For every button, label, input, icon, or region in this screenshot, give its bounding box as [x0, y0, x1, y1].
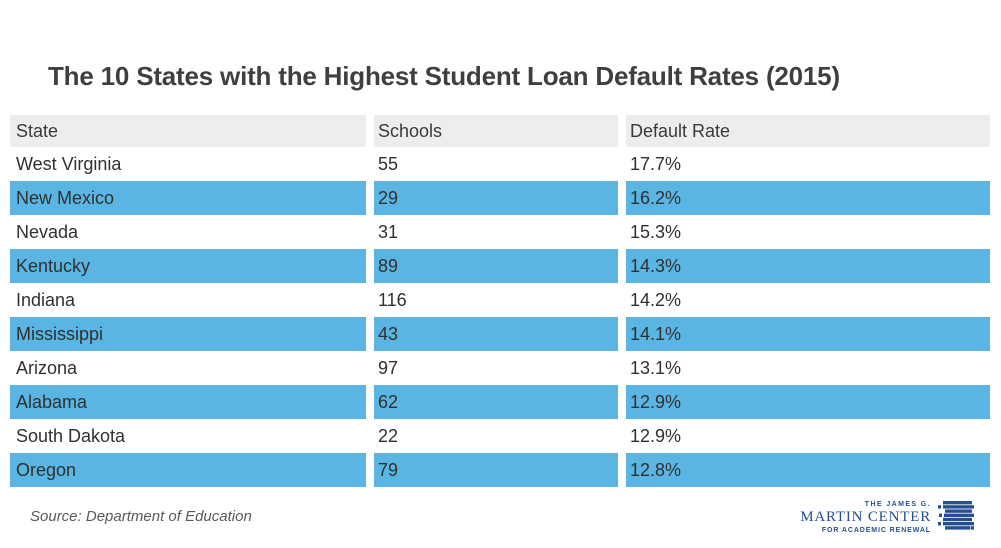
cell-state: New Mexico [16, 187, 115, 208]
cell-schools: 79 [366, 453, 622, 487]
table-row: Alabama 62 12.9% [10, 385, 990, 419]
cell-schools: 55 [366, 147, 622, 181]
cell-rate: 16.2% [618, 181, 990, 215]
cell-schools: 22 [366, 419, 622, 453]
table-row: New Mexico 29 16.2% [10, 181, 990, 215]
cell-state: West Virginia [16, 153, 122, 174]
martin-center-logo: THE JAMES G. MARTIN CENTER FOR ACADEMIC … [800, 501, 974, 534]
table-row: West Virginia 55 17.7% [10, 147, 990, 181]
cell-rate: 15.3% [618, 215, 990, 249]
table-row: Kentucky 89 14.3% [10, 249, 990, 283]
table-header-row: State Schools Default Rate [10, 115, 990, 147]
table-row: Arizona 97 13.1% [10, 351, 990, 385]
cell-schools: 89 [366, 249, 622, 283]
logo-text: THE JAMES G. MARTIN CENTER FOR ACADEMIC … [800, 501, 931, 534]
cell-rate: 12.8% [618, 453, 990, 487]
cell-rate: 12.9% [618, 385, 990, 419]
cell-state: Alabama [16, 391, 88, 412]
table-row: Mississippi 43 14.1% [10, 317, 990, 351]
table-row: Indiana 116 14.2% [10, 283, 990, 317]
cell-state: Kentucky [16, 255, 91, 276]
table-row: Nevada 31 15.3% [10, 215, 990, 249]
cell-schools: 116 [366, 283, 622, 317]
column-header-default-rate: Default Rate [618, 115, 990, 147]
chart-title: The 10 States with the Highest Student L… [48, 61, 840, 91]
cell-schools: 31 [366, 215, 622, 249]
cell-rate: 13.1% [618, 351, 990, 385]
table-row: Oregon 79 12.8% [10, 453, 990, 487]
cell-schools: 62 [366, 385, 622, 419]
cell-state: Mississippi [16, 323, 104, 344]
cell-state: Arizona [16, 357, 78, 378]
stacked-books-icon [936, 501, 974, 534]
logo-line-top: THE JAMES G. [864, 501, 931, 508]
column-header-schools: Schools [366, 115, 622, 147]
cell-rate: 14.2% [618, 283, 990, 317]
data-table: State Schools Default Rate West Virginia… [10, 115, 990, 487]
cell-state: Nevada [16, 221, 79, 242]
cell-rate: 14.3% [618, 249, 990, 283]
source-note: Source: Department of Education [30, 508, 252, 525]
cell-schools: 97 [366, 351, 622, 385]
cell-state: South Dakota [16, 425, 126, 446]
table-row: South Dakota 22 12.9% [10, 419, 990, 453]
cell-schools: 29 [366, 181, 622, 215]
cell-rate: 17.7% [618, 147, 990, 181]
column-header-state: State [16, 120, 59, 141]
cell-rate: 12.9% [618, 419, 990, 453]
cell-state: Oregon [16, 459, 77, 480]
logo-line-bottom: FOR ACADEMIC RENEWAL [821, 527, 931, 534]
cell-schools: 43 [366, 317, 622, 351]
cell-state: Indiana [16, 289, 76, 310]
logo-line-name: MARTIN CENTER [800, 509, 931, 525]
cell-rate: 14.1% [618, 317, 990, 351]
